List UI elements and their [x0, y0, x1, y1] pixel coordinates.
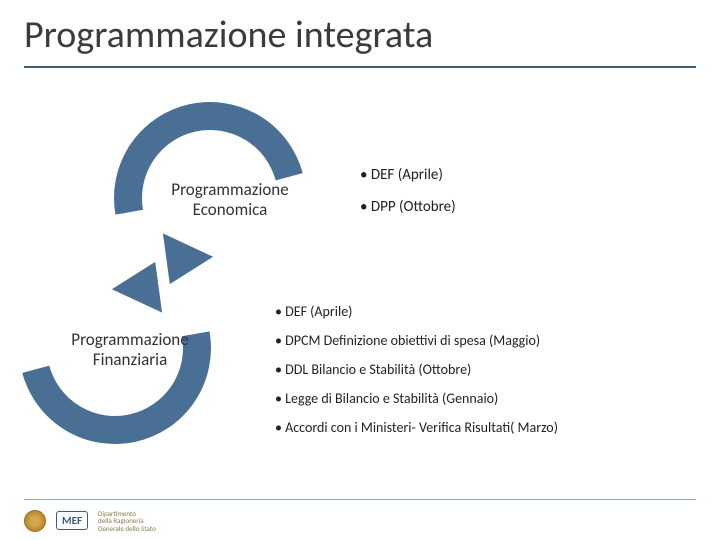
list-item: • DDL Bilancio e Stabilità (Ottobre): [275, 361, 558, 378]
diagram-area: Programmazione Economica Programmazione …: [0, 68, 720, 498]
list-item: • Accordi con i Ministeri- Verifica Risu…: [275, 419, 558, 436]
footer-logos: MEF Dipartimento della Ragioneria Genera…: [24, 510, 156, 532]
list-item: • DEF (Aprile): [275, 303, 558, 320]
circle-bottom-label-line2: Finanziaria: [93, 349, 167, 370]
list-item: • DPP (Ottobre): [360, 198, 456, 216]
list-item: • DEF (Aprile): [360, 166, 456, 184]
dept-text: Dipartimento della Ragioneria Generale d…: [98, 510, 156, 532]
bullets-bottom-list: • DEF (Aprile) • DPCM Definizione obietti…: [275, 303, 558, 448]
footer-separator: [24, 499, 696, 500]
circle-bottom-label-line1: Programmazione: [71, 329, 188, 350]
mef-logo: MEF: [56, 511, 88, 530]
page-title: Programmazione integrata: [24, 12, 696, 58]
list-item: • DPCM Definizione obiettivi di spesa (M…: [275, 332, 558, 349]
emblem-icon: [24, 510, 46, 532]
bullets-top-list: • DEF (Aprile) • DPP (Ottobre): [360, 166, 456, 230]
list-item: • Legge di Bilancio e Stabilità (Gennaio…: [275, 390, 558, 407]
circle-bottom-label: Programmazione Finanziaria: [50, 330, 210, 369]
